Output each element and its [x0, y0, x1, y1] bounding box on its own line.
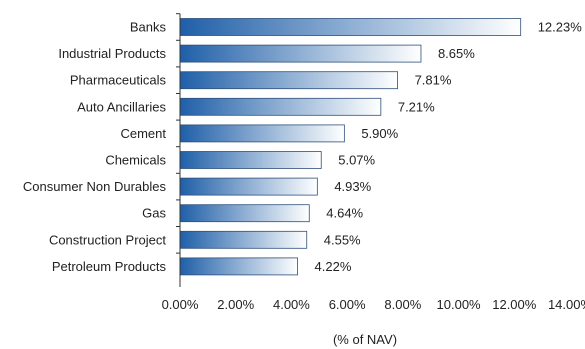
value-label: 12.23% — [538, 20, 583, 35]
category-label: Petroleum Products — [52, 259, 167, 274]
category-label: Chemicals — [105, 153, 166, 168]
category-label: Construction Project — [49, 232, 166, 247]
category-label: Consumer Non Durables — [23, 179, 167, 194]
bar-0 — [179, 18, 522, 36]
value-label: 7.21% — [398, 99, 435, 114]
x-axis-title: (% of NAV) — [333, 332, 397, 347]
value-label: 8.65% — [438, 46, 475, 61]
bar-6 — [179, 177, 318, 196]
x-tick-label: 0.00% — [162, 297, 199, 312]
x-tick-label: 2.00% — [217, 297, 254, 312]
x-tick-label: 10.00% — [437, 297, 482, 312]
category-label: Pharmaceuticals — [70, 73, 167, 88]
value-label: 4.22% — [315, 259, 352, 274]
value-label: 5.07% — [338, 153, 375, 168]
value-label: 4.55% — [324, 232, 361, 247]
category-label: Auto Ancillaries — [77, 99, 166, 114]
x-tick-label: 4.00% — [273, 297, 310, 312]
bar-4 — [179, 124, 345, 143]
x-tick-label: 12.00% — [492, 297, 537, 312]
bar-9 — [179, 257, 298, 276]
x-tick-label: 6.00% — [329, 297, 366, 312]
bar-2 — [179, 71, 398, 90]
value-label: 5.90% — [361, 126, 398, 141]
x-tick-label: 14.00% — [548, 297, 585, 312]
bar-8 — [179, 230, 308, 249]
value-label: 4.93% — [334, 179, 371, 194]
bar-5 — [179, 151, 322, 169]
bar-1 — [179, 44, 422, 63]
category-label: Industrial Products — [58, 46, 166, 61]
bar-3 — [179, 97, 382, 116]
x-tick-label: 8.00% — [384, 297, 421, 312]
category-label: Banks — [130, 20, 167, 35]
value-label: 4.64% — [326, 206, 363, 221]
category-label: Cement — [120, 126, 166, 141]
category-label: Gas — [142, 206, 166, 221]
value-label: 7.81% — [415, 73, 452, 88]
bar-7 — [179, 204, 310, 223]
